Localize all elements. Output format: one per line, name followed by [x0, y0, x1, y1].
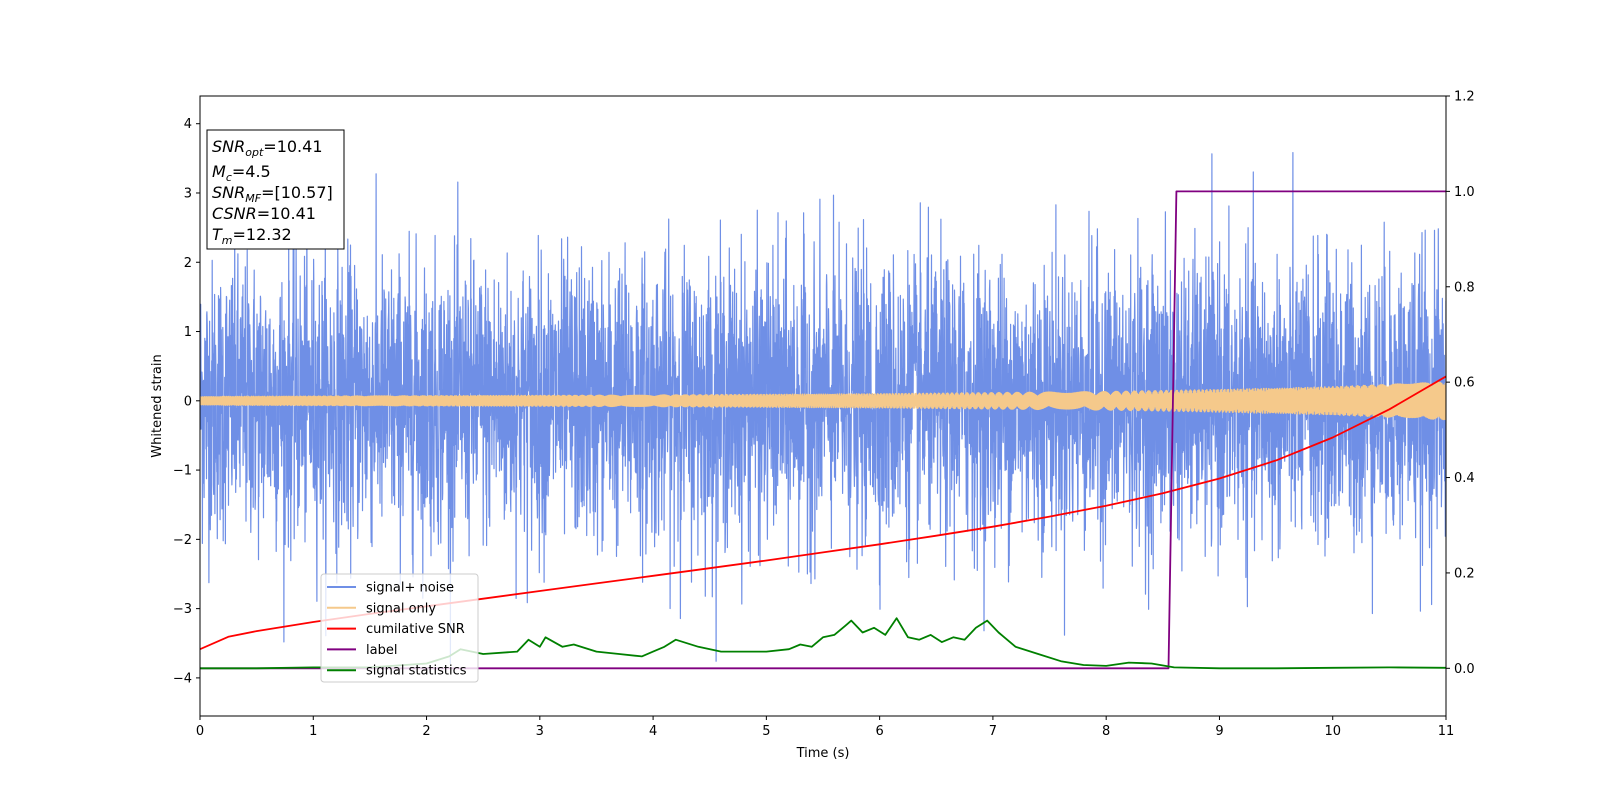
x-tick-label: 1 [309, 724, 317, 739]
y-tick-label: 4 [184, 117, 192, 132]
legend-label: signal statistics [366, 664, 467, 679]
y-tick-label: −1 [173, 464, 192, 479]
legend: signal+ noise signal only cumilative SNR la… [320, 573, 479, 683]
series-line-4 [200, 617, 1446, 670]
x-tick-label: 10 [1324, 724, 1341, 739]
y2-tick-label: 1.2 [1454, 90, 1475, 105]
legend-label: cumilative SNR [366, 622, 465, 637]
x-tick-label: 7 [989, 724, 997, 739]
y-tick-label: 1 [184, 325, 192, 340]
annotation-line: Tm=12.32 [212, 225, 292, 247]
y-tick-label: 0 [184, 394, 192, 409]
series-line-1 [200, 381, 1446, 421]
annotation-line: CSNR=10.41 [212, 204, 316, 223]
y-tick-label: −2 [173, 533, 192, 548]
x-tick-label: 0 [196, 724, 204, 739]
axes-layer: 0 1 2 3 4 5 6 7 8 9 10 11 −4 −3 −2 −1 0 1 2 3 4 0.0 0.2 0.4 0.6 0… [173, 90, 1475, 740]
y-tick-label: −4 [173, 671, 192, 686]
x-tick-label: 8 [1102, 724, 1110, 739]
x-tick-label: 9 [1215, 724, 1223, 739]
y-tick-label: 2 [184, 256, 192, 271]
x-tick-label: 11 [1438, 724, 1455, 739]
legend-label: signal+ noise [366, 581, 454, 596]
x-tick-label: 5 [762, 724, 770, 739]
y-tick-label: −3 [173, 602, 192, 617]
x-tick-label: 2 [422, 724, 430, 739]
y2-tick-label: 0.2 [1454, 566, 1475, 581]
series-line-3 [200, 190, 1446, 670]
legend-label: signal only [366, 601, 436, 616]
x-tick-label: 6 [875, 724, 883, 739]
y-axis-label: Whitened strain [150, 354, 165, 457]
x-axis-label: Time (s) [796, 746, 850, 761]
annotation-line: SNRopt=10.41 [212, 137, 323, 159]
y2-tick-label: 1.0 [1454, 185, 1475, 200]
y2-tick-label: 0.6 [1454, 376, 1475, 391]
x-tick-label: 4 [649, 724, 657, 739]
legend-frame [320, 573, 479, 683]
annotation-line: Mc=4.5 [212, 162, 271, 184]
annotation-frame [206, 129, 345, 250]
legend-label: label [366, 643, 397, 658]
y2-tick-label: 0.0 [1454, 662, 1475, 677]
plot-frame [199, 95, 1447, 717]
y2-tick-label: 0.8 [1454, 280, 1475, 295]
annotation-line: SNRMF=[10.57] [212, 183, 333, 205]
y-tick-label: 3 [184, 186, 192, 201]
x-tick-label: 3 [536, 724, 544, 739]
annotation-box: SNRopt=10.41 Mc=4.5SNRMF=[10.57]CSNR=10.4… [206, 129, 345, 250]
y2-tick-label: 0.4 [1454, 471, 1475, 486]
